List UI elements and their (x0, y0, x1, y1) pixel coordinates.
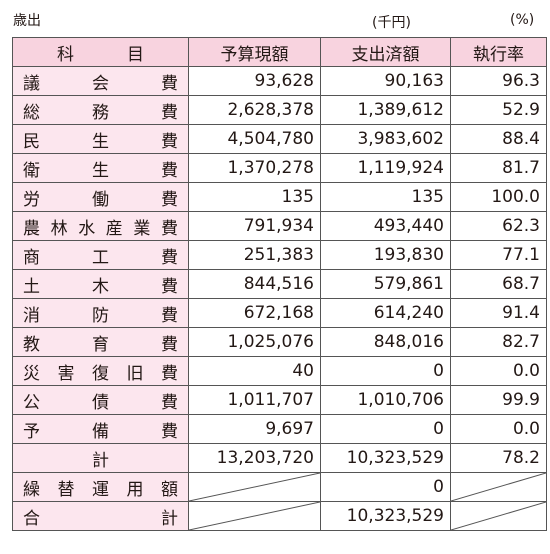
row-label: 農林水産業費 (12, 211, 189, 241)
empty-cell (450, 472, 547, 502)
empty-cell (188, 472, 321, 502)
row-label: 総務費 (12, 95, 189, 125)
cell: 1,370,278 (188, 153, 321, 183)
cell: 791,934 (188, 211, 321, 241)
cell: 78.2 (450, 443, 547, 473)
diagonal (189, 502, 320, 530)
cell: 848,016 (320, 327, 451, 357)
row-label: 繰替運用額 (12, 472, 189, 502)
cell: 77.1 (450, 240, 547, 270)
table-row: 土木費 844,516 579,861 68.7 (12, 269, 547, 299)
title: 歳出 (13, 13, 41, 29)
budget-table: 科目 予算現額 支出済額 執行率 議会費 93,628 90,163 96.3 総務費 2,62… (12, 37, 547, 531)
row-label: 合計 (12, 501, 189, 531)
column-header: 予算現額 (188, 37, 321, 67)
row-label: 消防費 (12, 298, 189, 328)
unit-label: (千円) (372, 15, 411, 31)
cell: 13,203,720 (188, 443, 321, 473)
cell: 0 (320, 472, 451, 502)
row-label: 予備費 (12, 414, 189, 444)
cell: 1,389,612 (320, 95, 451, 125)
table-row: 災害復旧費 40 0 0.0 (12, 356, 547, 386)
table-row: 衛生費 1,370,278 1,119,924 81.7 (12, 153, 547, 183)
table-row: 計 13,203,720 10,323,529 78.2 (12, 443, 547, 473)
cell: 614,240 (320, 298, 451, 328)
table-row: 繰替運用額 0 (12, 472, 547, 502)
unit-label: (%) (510, 12, 535, 28)
cell: 9,697 (188, 414, 321, 444)
cell: 1,025,076 (188, 327, 321, 357)
row-label: 教育費 (12, 327, 189, 357)
row-label: 民生費 (12, 124, 189, 154)
row-label: 計 (12, 443, 189, 473)
row-label: 衛生費 (12, 153, 189, 183)
cell: 251,383 (188, 240, 321, 270)
cell: 0 (320, 414, 451, 444)
cell: 40 (188, 356, 321, 386)
table-row: 消防費 672,168 614,240 91.4 (12, 298, 547, 328)
table-row: 議会費 93,628 90,163 96.3 (12, 66, 547, 96)
cell: 0.0 (450, 356, 547, 386)
row-label: 災害復旧費 (12, 356, 189, 386)
cell: 99.9 (450, 385, 547, 415)
cell: 579,861 (320, 269, 451, 299)
cell: 1,119,924 (320, 153, 451, 183)
cell: 62.3 (450, 211, 547, 241)
cell: 90,163 (320, 66, 451, 96)
column-header: 執行率 (450, 37, 547, 67)
cell: 0.0 (450, 414, 547, 444)
table-row: 労働費 135 135 100.0 (12, 182, 547, 212)
cell: 68.7 (450, 269, 547, 299)
cell: 844,516 (188, 269, 321, 299)
diagonal (451, 502, 546, 530)
cell: 93,628 (188, 66, 321, 96)
table-row: 民生費 4,504,780 3,983,602 88.4 (12, 124, 547, 154)
cell: 81.7 (450, 153, 547, 183)
cell: 52.9 (450, 95, 547, 125)
table-row: 公債費 1,011,707 1,010,706 99.9 (12, 385, 547, 415)
table-row: 商工費 251,383 193,830 77.1 (12, 240, 547, 270)
cell: 135 (320, 182, 451, 212)
table-row: 合計 10,323,529 (12, 501, 547, 531)
table-row: 予備費 9,697 0 0.0 (12, 414, 547, 444)
cell: 672,168 (188, 298, 321, 328)
row-label: 労働費 (12, 182, 189, 212)
cell: 1,010,706 (320, 385, 451, 415)
cell: 0 (320, 356, 451, 386)
cell: 135 (188, 182, 321, 212)
cell: 96.3 (450, 66, 547, 96)
cell: 1,011,707 (188, 385, 321, 415)
row-label: 議会費 (12, 66, 189, 96)
empty-cell (188, 501, 321, 531)
cell: 2,628,378 (188, 95, 321, 125)
row-label: 公債費 (12, 385, 189, 415)
cell: 4,504,780 (188, 124, 321, 154)
cell: 88.4 (450, 124, 547, 154)
column-header: 科目 (12, 37, 189, 67)
cell: 193,830 (320, 240, 451, 270)
cell: 91.4 (450, 298, 547, 328)
table-row: 農林水産業費 791,934 493,440 62.3 (12, 211, 547, 241)
empty-cell (450, 501, 547, 531)
row-label: 商工費 (12, 240, 189, 270)
row-label: 土木費 (12, 269, 189, 299)
cell: 10,323,529 (320, 443, 451, 473)
cell: 3,983,602 (320, 124, 451, 154)
table-row: 総務費 2,628,378 1,389,612 52.9 (12, 95, 547, 125)
header-row: 科目 予算現額 支出済額 執行率 (12, 37, 547, 67)
cell: 82.7 (450, 327, 547, 357)
cell: 10,323,529 (320, 501, 451, 531)
cell: 100.0 (450, 182, 547, 212)
diagonal (189, 473, 320, 501)
table-row: 教育費 1,025,076 848,016 82.7 (12, 327, 547, 357)
cell: 493,440 (320, 211, 451, 241)
diagonal (451, 473, 546, 501)
column-header: 支出済額 (320, 37, 451, 67)
